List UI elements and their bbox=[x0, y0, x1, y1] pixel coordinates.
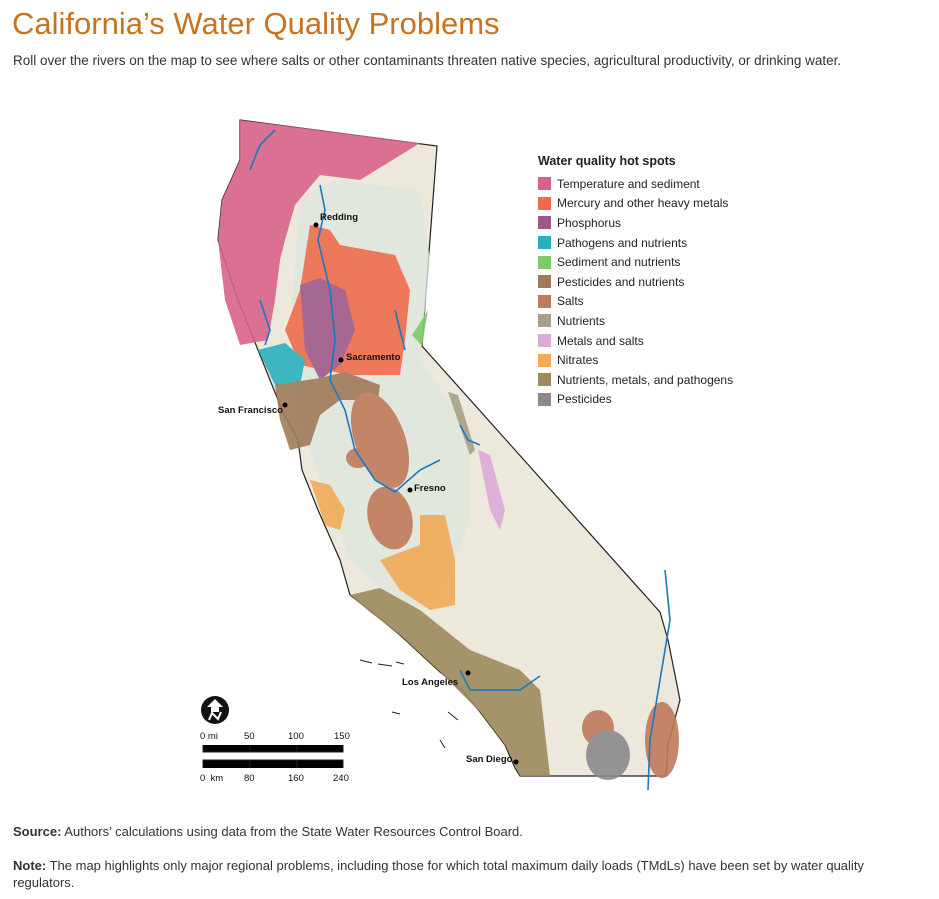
legend-item: Sediment and nutrients bbox=[538, 252, 733, 272]
note-body: The map highlights only major regional p… bbox=[13, 858, 864, 890]
legend: Water quality hot spots Temperature and … bbox=[538, 154, 733, 409]
legend-label: Pesticides bbox=[557, 392, 612, 407]
legend-label: Sediment and nutrients bbox=[557, 255, 681, 270]
city-label: Los Angeles bbox=[402, 677, 459, 688]
legend-item: Pesticides bbox=[538, 390, 733, 410]
city-label: Sacramento bbox=[346, 352, 401, 363]
legend-swatch bbox=[538, 314, 551, 328]
legend-label: Nutrients, metals, and pathogens bbox=[557, 372, 734, 387]
legend-swatch bbox=[538, 236, 551, 250]
legend-label: Nitrates bbox=[557, 353, 599, 368]
islands bbox=[359, 659, 459, 749]
page-title: California’s Water Quality Problems bbox=[12, 6, 500, 41]
scale-label: 0 mi bbox=[200, 731, 218, 742]
legend-swatch bbox=[538, 255, 551, 269]
legend-label: Salts bbox=[557, 294, 584, 309]
legend-label: Pesticides and nutrients bbox=[557, 274, 685, 289]
city-label: San Francisco bbox=[218, 405, 283, 416]
legend-label: Mercury and other heavy metals bbox=[557, 196, 729, 211]
city-label: San Diego bbox=[466, 754, 513, 765]
hotspot-pesticides[interactable] bbox=[586, 730, 630, 780]
city-label: Fresno bbox=[414, 483, 446, 494]
legend-item: Temperature and sediment bbox=[538, 174, 733, 194]
legend-swatch bbox=[538, 353, 551, 367]
legend-item: Salts bbox=[538, 292, 733, 312]
legend-item: Pathogens and nutrients bbox=[538, 233, 733, 253]
scale-label: 80 bbox=[244, 773, 255, 784]
scale-label: 100 bbox=[288, 731, 304, 742]
city-markers bbox=[282, 222, 519, 765]
hotspot-sediment[interactable] bbox=[412, 310, 428, 346]
hotspot-phosphorus[interactable] bbox=[300, 278, 355, 380]
scale-label: 160 bbox=[288, 773, 304, 784]
source-text: Source: Authors’ calculations using data… bbox=[13, 824, 523, 839]
rivers[interactable] bbox=[249, 129, 671, 791]
hotspot-salts[interactable] bbox=[360, 481, 419, 554]
scale-label: 240 bbox=[333, 773, 349, 784]
legend-label: Metals and salts bbox=[557, 333, 644, 348]
source-body: Authors’ calculations using data from th… bbox=[61, 824, 523, 839]
legend-swatch bbox=[538, 216, 551, 230]
legend-swatch bbox=[538, 196, 551, 210]
scale-label: 0 km bbox=[200, 773, 224, 784]
hotspot-nitrates[interactable] bbox=[310, 480, 345, 530]
hotspot-salts[interactable] bbox=[346, 448, 370, 468]
scale-label: 50 bbox=[244, 731, 255, 742]
legend-item: Nutrients bbox=[538, 311, 733, 331]
legend-item: Mercury and other heavy metals bbox=[538, 194, 733, 214]
legend-title: Water quality hot spots bbox=[538, 154, 676, 168]
hotspot-nitrates[interactable] bbox=[380, 515, 455, 610]
north-arrow-icon bbox=[201, 696, 229, 724]
legend-item: Phosphorus bbox=[538, 213, 733, 233]
note-text: Note: The map highlights only major regi… bbox=[13, 857, 928, 891]
legend-swatch bbox=[538, 392, 551, 406]
subtitle: Roll over the rivers on the map to see w… bbox=[13, 53, 842, 68]
legend-swatch bbox=[538, 275, 551, 289]
scale-label: 150 bbox=[334, 731, 350, 742]
legend-item: Nutrients, metals, and pathogens bbox=[538, 370, 733, 390]
legend-swatch bbox=[538, 373, 551, 387]
legend-label: Phosphorus bbox=[557, 215, 622, 230]
source-label: Source: bbox=[13, 824, 62, 839]
legend-item: Nitrates bbox=[538, 350, 733, 370]
legend-label: Nutrients bbox=[557, 313, 606, 328]
legend-item: Metals and salts bbox=[538, 331, 733, 351]
hotspot-pesticides-nutrients[interactable] bbox=[275, 372, 380, 450]
hotspot-temperature-sediment[interactable] bbox=[218, 120, 420, 345]
hot-spots bbox=[218, 120, 679, 780]
legend-swatch bbox=[538, 294, 551, 308]
hotspot-metals-salts[interactable] bbox=[478, 450, 505, 530]
legend-swatch bbox=[538, 334, 551, 348]
legend-label: Temperature and sediment bbox=[557, 176, 700, 191]
legend-label: Pathogens and nutrients bbox=[557, 235, 688, 250]
scale-bar bbox=[202, 745, 344, 768]
hotspot-nutrients-metals-pathogens[interactable] bbox=[350, 588, 550, 776]
city-label: Redding bbox=[320, 212, 358, 223]
legend-item: Pesticides and nutrients bbox=[538, 272, 733, 292]
hotspot-pathogens[interactable] bbox=[258, 343, 305, 385]
legend-swatch bbox=[538, 177, 551, 191]
note-label: Note: bbox=[13, 858, 47, 873]
